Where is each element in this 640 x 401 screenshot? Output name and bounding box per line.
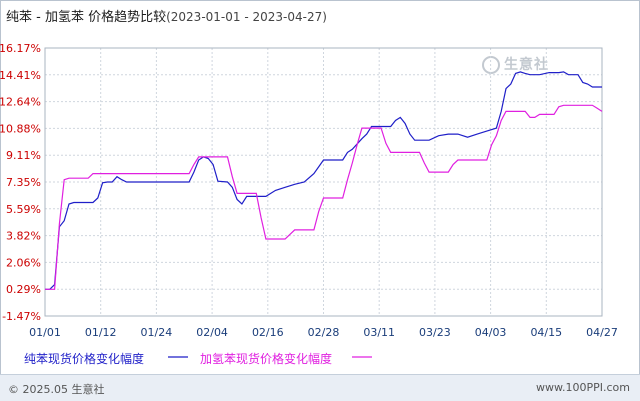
x-tick-label: 01/24 — [141, 326, 173, 339]
plot-area-border — [44, 47, 603, 317]
chart-title-text: 纯苯 - 加氢苯 价格趋势比较 — [6, 10, 167, 25]
x-tick-label: 03/23 — [419, 326, 451, 339]
x-tick-label: 04/27 — [586, 326, 618, 339]
y-tick-label: 9.11% — [6, 149, 41, 162]
y-tick-label: -1.47% — [2, 310, 41, 323]
series-line-1 — [45, 104, 603, 290]
y-tick-label: 12.64% — [0, 96, 41, 109]
x-tick-label: 04/15 — [530, 326, 562, 339]
chart-title: 纯苯 - 加氢苯 价格趋势比较(2023-01-01 - 2023-04-27) — [6, 6, 327, 25]
x-tick-label: 02/16 — [252, 326, 284, 339]
y-tick-label: 7.35% — [6, 176, 41, 189]
x-tick-label: 03/11 — [363, 326, 395, 339]
y-tick-label: 14.41% — [0, 69, 41, 82]
x-tick-label: 02/04 — [196, 326, 228, 339]
y-tick-label: 10.88% — [0, 122, 41, 135]
legend-label-hydro-benzene: 加氢苯现货价格变化幅度 — [200, 352, 333, 366]
y-tick-label: 2.06% — [6, 256, 41, 269]
series-line-0 — [45, 71, 602, 290]
footer-bar: © 2025.05 生意社 www.100PPI.com — [0, 374, 640, 401]
legend-label-pure-benzene: 纯苯现货价格变化幅度 — [24, 352, 145, 366]
footer-copyright: © 2025.05 生意社 — [8, 383, 105, 396]
y-tick-label: 3.82% — [6, 230, 41, 243]
x-tick-label: 01/01 — [29, 326, 61, 339]
x-tick-label: 04/03 — [475, 326, 507, 339]
y-tick-label: 0.29% — [6, 283, 41, 296]
footer-site-link[interactable]: www.100PPI.com — [536, 381, 630, 394]
chart-date-range: (2023-01-01 - 2023-04-27) — [166, 10, 327, 24]
watermark-text: 生意社 — [504, 57, 549, 73]
x-tick-label: 02/28 — [308, 326, 340, 339]
y-tick-label: 16.17% — [0, 42, 41, 55]
y-tick-label: 5.59% — [6, 203, 41, 216]
x-tick-label: 01/12 — [85, 326, 117, 339]
